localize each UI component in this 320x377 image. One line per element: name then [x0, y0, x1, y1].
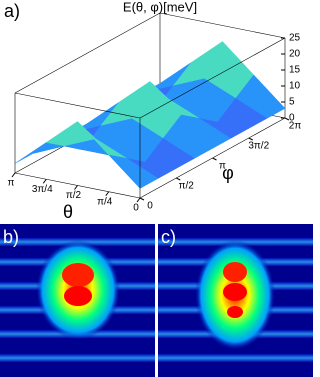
panel-label: c) — [161, 227, 176, 247]
z-tick-label: 0 — [289, 113, 295, 124]
y-tick — [284, 117, 290, 121]
figure: a) E(θ, φ)[meV] θ φ b) c) π3π/4π/2π/40 0π… — [0, 0, 313, 377]
y-axis-label: φ — [222, 163, 234, 183]
z-tick-label: 20 — [289, 49, 301, 60]
z-tick-label: 15 — [289, 65, 301, 76]
x-tick-label: π/4 — [97, 196, 113, 207]
y-tick — [139, 197, 145, 201]
surface-patch — [14, 142, 65, 164]
panel-label: b) — [3, 227, 19, 247]
y-tick-label: 0 — [147, 201, 153, 212]
x-tick — [42, 178, 47, 184]
y-tick-label: 2π — [289, 121, 302, 132]
y-tick — [176, 177, 181, 181]
x-tick — [11, 172, 16, 178]
z-tick-label: 5 — [289, 97, 295, 108]
surface-patch — [108, 154, 159, 189]
x-tick-label: 3π/4 — [32, 184, 53, 195]
y-tick-label: π/2 — [179, 181, 195, 192]
x-tick — [74, 185, 78, 190]
heatmap-c: c) — [158, 224, 313, 377]
y-tick-label: 3π/2 — [248, 141, 269, 152]
heatmap-b: b) — [0, 224, 155, 377]
x-tick — [136, 197, 141, 203]
chart-title: E(θ, φ)[meV] — [123, 0, 197, 14]
x-tick — [105, 191, 110, 197]
x-axis-label: θ — [63, 202, 73, 222]
y-tick — [212, 157, 217, 161]
box-edge — [139, 37, 286, 119]
z-tick-label: 25 — [289, 33, 301, 44]
y-tick-label: π — [219, 161, 226, 172]
box-edge — [14, 12, 161, 94]
z-tick-label: 10 — [289, 81, 301, 92]
panel-label: a) — [4, 1, 20, 21]
x-tick-label: π/2 — [66, 190, 82, 201]
y-tick — [248, 137, 253, 141]
x-tick-label: π — [8, 178, 15, 189]
box-edge — [14, 92, 141, 119]
box-edge — [159, 12, 286, 39]
x-tick-label: 0 — [133, 203, 139, 214]
